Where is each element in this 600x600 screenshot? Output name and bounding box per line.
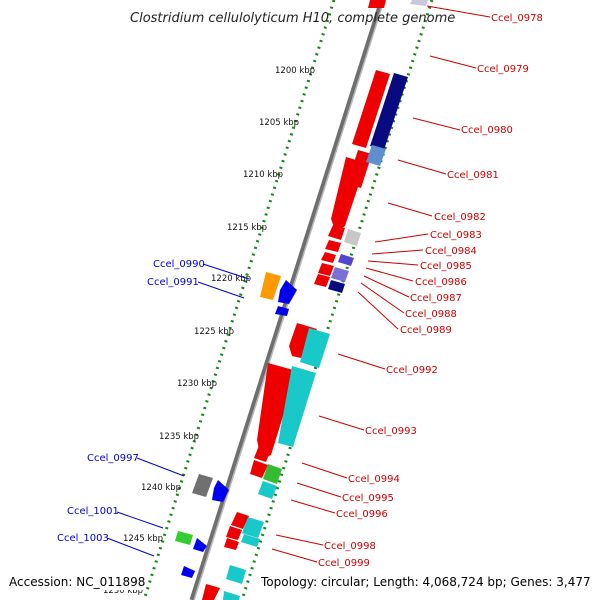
gene-label: Ccel_0986 — [415, 277, 467, 288]
minus-gene-labels: Ccel_0990 Ccel_0991 Ccel_0997 Ccel_1001 … — [57, 259, 205, 544]
gene-label: Ccel_0984 — [425, 246, 477, 257]
gene-label: Ccel_0989 — [400, 325, 452, 336]
gene-label: Ccel_0995 — [342, 493, 394, 504]
gene-label: Ccel_0978 — [491, 13, 543, 24]
topology-text: Topology: circular; Length: 4,068,724 bp… — [260, 575, 591, 589]
scale-label: 1220 kbp — [211, 274, 251, 284]
accession-text: Accession: NC_011898 — [9, 575, 145, 589]
gene-label: Ccel_0997 — [87, 453, 139, 464]
inner-tick-track — [142, 0, 336, 600]
gene-label: Ccel_0987 — [410, 293, 462, 304]
gene-label: Ccel_0994 — [348, 474, 400, 485]
gene-label: Ccel_0981 — [447, 170, 499, 181]
plus-gene-labels: Ccel_0978 Ccel_0979 Ccel_0980 Ccel_0981 … — [318, 13, 543, 569]
gene-label: Ccel_0988 — [405, 309, 457, 320]
gene-label: Ccel_0998 — [324, 541, 376, 552]
scale-label: 1230 kbp — [177, 379, 217, 389]
scale-label: 1235 kbp — [159, 432, 199, 442]
plus-strand-other-genes — [223, 0, 428, 600]
footer: Accession: NC_011898 Topology: circular;… — [6, 572, 594, 590]
scale-label: 1245 kbp — [123, 534, 163, 544]
scale-label: 1250 kbp — [103, 586, 143, 596]
minus-connectors — [106, 263, 250, 557]
gene-label: Ccel_0992 — [386, 365, 438, 376]
gene-label: Ccel_0979 — [477, 64, 529, 75]
scale-label: 1225 kbp — [194, 327, 234, 337]
plus-strand-cds — [202, 0, 390, 600]
minus-strand-genes — [175, 272, 297, 578]
gene-label: Ccel_0985 — [420, 261, 472, 272]
gene-label: Ccel_1001 — [67, 506, 119, 517]
gene-label: Ccel_0983 — [430, 230, 482, 241]
scale-label: 1240 kbp — [141, 483, 181, 493]
gene-label: Ccel_1003 — [57, 533, 109, 544]
gene-label: Ccel_0982 — [434, 212, 486, 223]
scale-label: 1205 kbp — [259, 118, 299, 128]
genome-title: Clostridium cellulolyticum H10, complete… — [130, 11, 455, 26]
gene-label: Ccel_0993 — [365, 426, 417, 437]
scale-label: 1200 kbp — [275, 66, 315, 76]
gene-label: Ccel_0999 — [318, 558, 370, 569]
gene-label: Ccel_0990 — [153, 259, 205, 270]
gene-label: Ccel_0996 — [336, 509, 388, 520]
plus-connectors — [271, 5, 491, 563]
scale-label: 1215 kbp — [227, 223, 267, 233]
gene-label: Ccel_0980 — [461, 125, 513, 136]
gene-label: Ccel_0991 — [147, 277, 199, 288]
scale-label: 1210 kbp — [243, 170, 283, 180]
scale-labels: 1200 kbp 1205 kbp 1210 kbp 1215 kbp 1220… — [103, 66, 315, 596]
